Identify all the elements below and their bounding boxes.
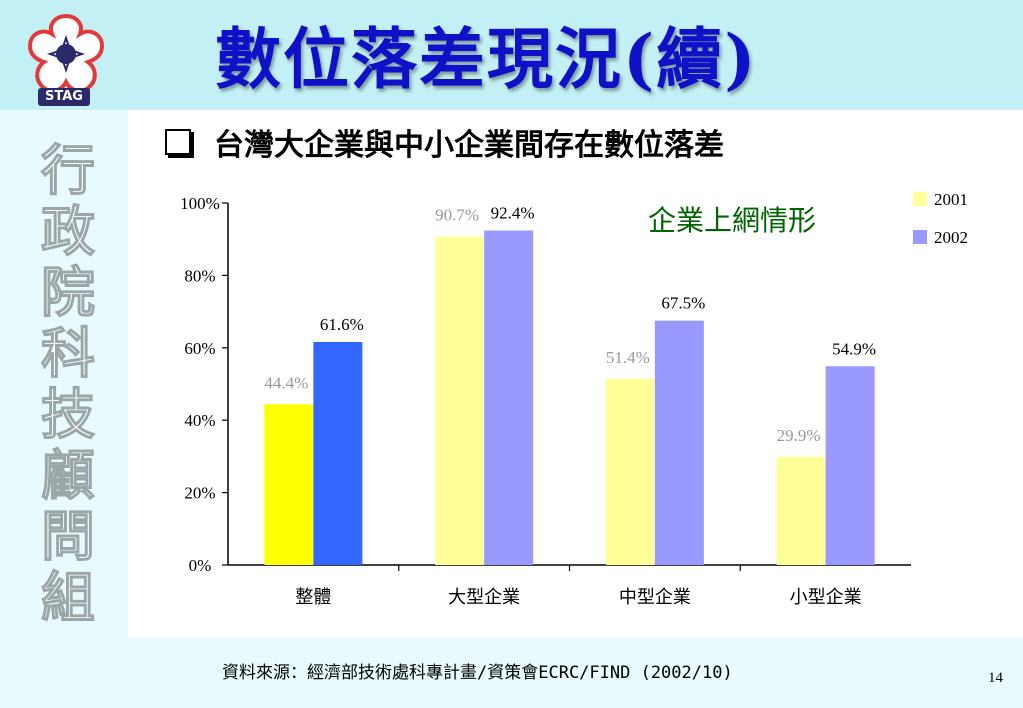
logo-text: STAG	[38, 88, 90, 106]
bar-chart: 0% 20% 40% 60% 80% 100% 整體 44.4% 61.6% 大型企業 90.7% 9…	[180, 190, 968, 608]
bar-2001	[264, 404, 314, 565]
data-label-2002: 54.9%	[832, 339, 876, 358]
y-tick-label: 80%	[184, 266, 215, 285]
left-sidebar	[0, 110, 128, 708]
plum-blossom-icon	[27, 13, 105, 93]
data-label-2001: 51.4%	[606, 348, 650, 367]
bar-2002	[313, 342, 363, 565]
y-tick-label: 60%	[184, 339, 215, 358]
x-tick-label: 小型企業	[790, 587, 862, 608]
bar-2002	[825, 366, 875, 565]
slide-subtitle: 台灣大企業與中小企業間存在數位落差	[214, 128, 724, 163]
legend-swatch-2002	[913, 230, 927, 244]
header-band	[0, 0, 1023, 110]
page-title: 數位落差現況(續)	[215, 20, 758, 98]
data-label-2001: 44.4%	[264, 373, 308, 392]
bar-2001	[776, 456, 826, 565]
footer-band	[128, 638, 1023, 708]
bar-2001	[605, 378, 655, 565]
x-tick-label: 整體	[295, 587, 331, 608]
chart-title: 企業上網情形	[648, 204, 816, 237]
data-label-2001: 29.9%	[777, 426, 821, 445]
y-tick-label: 0%	[189, 556, 212, 575]
x-tick-label: 大型企業	[448, 587, 520, 608]
bar-2002	[484, 230, 534, 565]
stag-logo	[27, 13, 105, 93]
bar-2001	[435, 236, 485, 565]
organization-vertical-text: 行政院科技顧問組	[40, 138, 95, 629]
y-tick-label: 20%	[184, 484, 215, 503]
data-label-2002: 92.4%	[491, 204, 535, 223]
source-note: 資料來源：經濟部技術處科專計畫/資策會ECRC/FIND (2002/10)	[222, 663, 733, 683]
x-tick-label: 中型企業	[619, 587, 691, 608]
data-label-2001: 90.7%	[435, 206, 479, 225]
legend-label-2001: 2001	[934, 190, 968, 209]
y-tick-label: 100%	[180, 194, 220, 213]
bar-2002	[654, 320, 704, 565]
data-label-2002: 61.6%	[320, 315, 364, 334]
data-label-2002: 67.5%	[661, 294, 705, 313]
legend-swatch-2001	[913, 192, 927, 206]
page-number: 14	[988, 670, 1003, 686]
y-tick-label: 40%	[184, 411, 215, 430]
checkbox-bullet-icon	[165, 129, 191, 155]
legend-label-2002: 2002	[934, 228, 968, 247]
